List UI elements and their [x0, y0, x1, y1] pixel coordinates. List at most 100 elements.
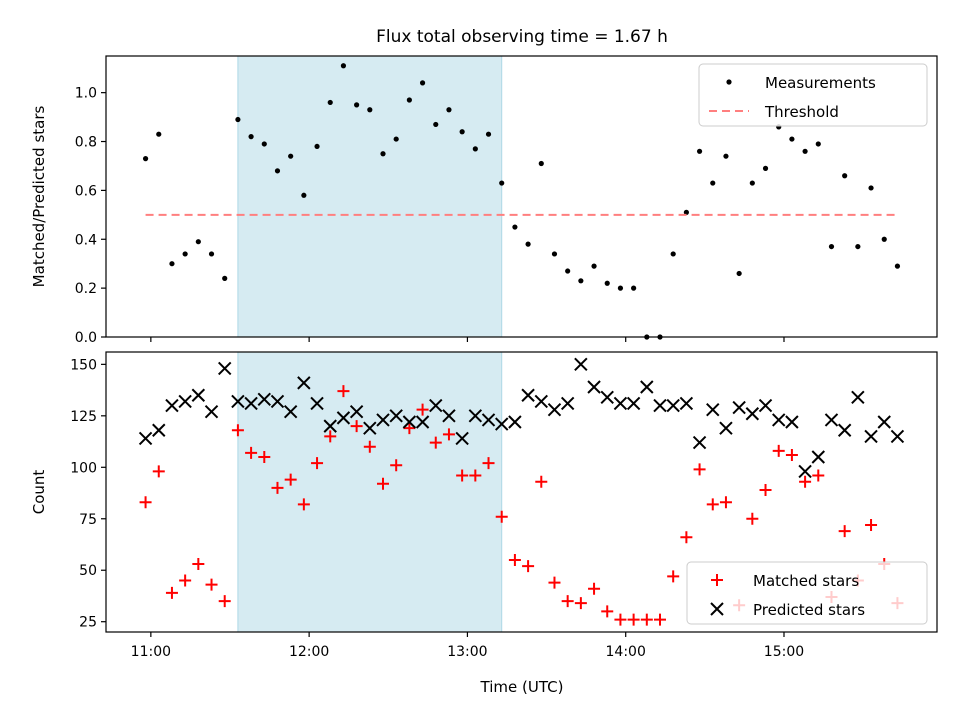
predicted-star-point-glyph	[336, 411, 351, 425]
matched-star-point	[231, 424, 244, 437]
predicted-star-point-glyph	[613, 396, 628, 411]
matched-star-point	[838, 525, 851, 538]
measurement-point	[736, 270, 742, 277]
predicted-star-point	[244, 396, 258, 411]
predicted-star-point-glyph	[772, 413, 786, 427]
predicted-star-point-glyph	[138, 431, 153, 446]
measurement-point	[406, 97, 412, 103]
measurement-point	[367, 107, 373, 113]
predicted-star-point	[508, 415, 522, 429]
matched-star-point-glyph	[799, 475, 812, 488]
measurement-point	[868, 185, 874, 191]
matched-star-point-glyph	[311, 457, 324, 470]
predicted-star-point-glyph	[785, 415, 799, 429]
measurement-point	[696, 148, 703, 154]
matched-star-point-glyph	[324, 430, 337, 443]
matched-star-point	[588, 582, 601, 595]
predicted-star-point-glyph	[415, 415, 430, 429]
matched-star-point-glyph	[574, 597, 587, 610]
matched-star-point	[363, 440, 376, 453]
measurement-point	[591, 263, 597, 269]
predicted-star-point-glyph	[376, 413, 390, 427]
predicted-star-point-glyph	[706, 402, 720, 417]
predicted-star-point-glyph	[851, 390, 865, 405]
measurement-point	[815, 141, 821, 147]
predicted-star-point-glyph	[521, 388, 535, 402]
predicted-star-point	[890, 429, 905, 444]
matched-star-point-glyph	[218, 595, 231, 608]
predicted-star-point-glyph	[758, 398, 773, 413]
measurement-point	[578, 278, 584, 284]
predicted-star-point	[824, 413, 839, 427]
predicted-star-point-glyph	[204, 404, 219, 419]
y-tick-label: 0.6	[75, 183, 97, 199]
y-tick-label: 75	[79, 512, 97, 528]
predicted-star-point-glyph	[798, 464, 812, 479]
measurement-point	[248, 134, 254, 140]
measurement-point	[723, 153, 729, 159]
matched-star-point-glyph	[377, 477, 389, 490]
predicted-star-point-glyph	[442, 409, 456, 423]
matched-star-point-glyph	[561, 595, 574, 608]
predicted-star-point	[323, 419, 337, 433]
y-tick-label: 0.8	[75, 135, 97, 151]
predicted-star-point	[877, 415, 891, 429]
matched-star-point	[442, 428, 455, 441]
matched-star-point	[640, 613, 653, 626]
predicted-star-point-glyph	[640, 380, 654, 394]
bottom-panel: 25 50 75 100 125 150 11:00 12:00 13:00 14:00 15:00…	[30, 351, 938, 660]
matched-star-point-glyph	[139, 496, 152, 509]
measurement-point	[894, 263, 901, 269]
predicted-star-point	[600, 390, 614, 405]
predicted-star-point	[495, 417, 509, 431]
measurement-point	[881, 236, 887, 242]
matched-star-point	[693, 463, 706, 476]
y-tick-label: 100	[70, 460, 97, 476]
legend-box	[686, 561, 928, 625]
measurement-point	[340, 63, 347, 69]
measurement-point	[274, 168, 281, 174]
predicted-star-point-glyph	[270, 394, 285, 409]
predicted-star-point-glyph	[508, 415, 522, 429]
matched-star-point	[245, 446, 258, 459]
figure-title: Flux total observing time = 1.67 h	[376, 27, 668, 47]
matched-star-point	[799, 475, 812, 488]
predicted-star-point-glyph	[560, 396, 575, 411]
predicted-star-point-glyph	[534, 394, 548, 409]
measurement-point	[631, 285, 637, 291]
measurement-point	[222, 275, 228, 281]
observing-window-span	[237, 55, 503, 338]
matched-star-point	[152, 465, 165, 478]
matched-star-point	[601, 605, 614, 618]
predicted-star-point	[719, 421, 733, 435]
measurement-point	[288, 153, 294, 159]
predicted-star-point	[481, 413, 496, 427]
measurement-point	[208, 251, 215, 257]
predicted-star-point-glyph	[587, 380, 601, 394]
measurement-point	[525, 241, 531, 247]
predicted-star-point-glyph	[877, 415, 891, 429]
matched-star-point-glyph	[429, 436, 442, 449]
measurement-point	[710, 180, 716, 186]
matched-star-point-glyph	[245, 446, 258, 459]
predicted-star-point	[468, 409, 483, 423]
measurement-point	[393, 136, 399, 142]
predicted-star-point	[402, 415, 417, 429]
matched-star-point-glyph	[785, 448, 798, 461]
measurement-point	[485, 131, 492, 137]
predicted-star-point-glyph	[495, 417, 509, 431]
matched-star-point-glyph	[390, 459, 403, 472]
predicted-star-point-glyph	[402, 415, 417, 429]
y-tick-label: 25	[79, 615, 97, 631]
predicted-star-point-glyph	[231, 394, 245, 409]
matched-star-point	[495, 510, 508, 523]
matched-star-point-glyph	[508, 553, 521, 566]
matched-star-point-glyph	[495, 510, 508, 523]
x-tick-label: 11:00	[131, 644, 171, 660]
predicted-star-point	[785, 415, 799, 429]
matched-star-point	[377, 477, 389, 490]
predicted-star-point	[706, 402, 720, 417]
predicted-star-point	[204, 404, 219, 419]
matched-star-point	[614, 613, 627, 626]
matched-star-point	[324, 430, 337, 443]
